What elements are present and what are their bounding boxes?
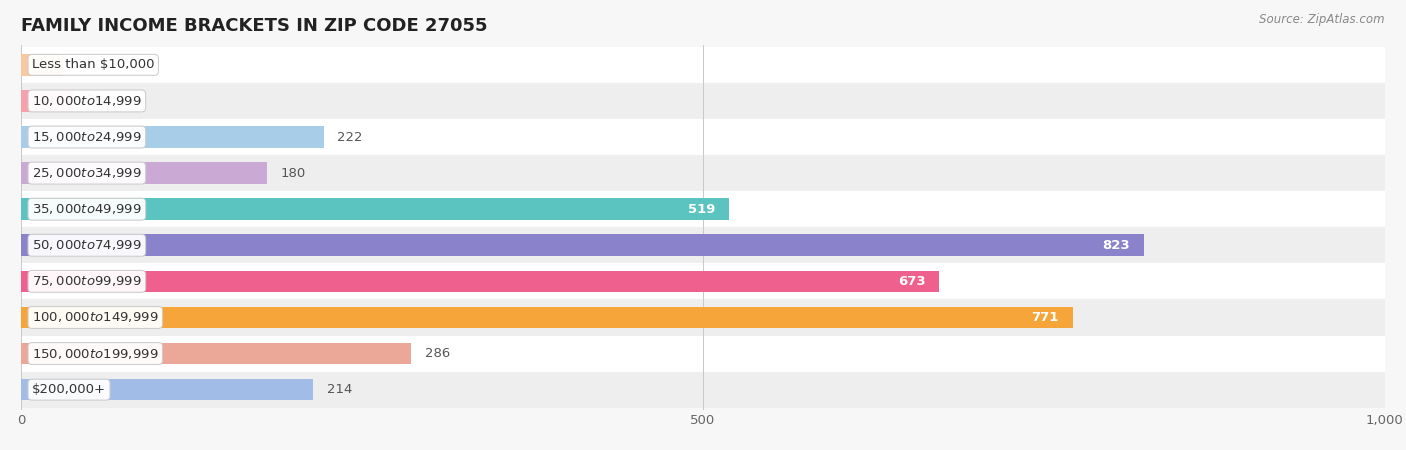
Bar <box>21 234 1143 256</box>
Text: 222: 222 <box>337 130 363 144</box>
Bar <box>21 343 411 364</box>
Bar <box>21 306 1073 328</box>
Bar <box>21 379 314 400</box>
Text: 180: 180 <box>280 166 305 180</box>
Text: $100,000 to $149,999: $100,000 to $149,999 <box>32 310 159 324</box>
Text: $10,000 to $14,999: $10,000 to $14,999 <box>32 94 142 108</box>
Bar <box>21 54 62 76</box>
Text: 823: 823 <box>1102 239 1130 252</box>
Bar <box>21 126 323 148</box>
Bar <box>21 155 1385 191</box>
Bar <box>21 191 1385 227</box>
Bar <box>21 372 1385 408</box>
Text: $75,000 to $99,999: $75,000 to $99,999 <box>32 274 142 288</box>
Text: $150,000 to $199,999: $150,000 to $199,999 <box>32 346 159 360</box>
Bar <box>21 263 1385 299</box>
Bar <box>21 119 1385 155</box>
Text: 771: 771 <box>1032 311 1059 324</box>
Text: $15,000 to $24,999: $15,000 to $24,999 <box>32 130 142 144</box>
Text: 673: 673 <box>897 275 925 288</box>
Bar <box>21 198 728 220</box>
Text: FAMILY INCOME BRACKETS IN ZIP CODE 27055: FAMILY INCOME BRACKETS IN ZIP CODE 27055 <box>21 17 488 35</box>
Text: 30: 30 <box>76 58 93 72</box>
Text: 38: 38 <box>87 94 104 108</box>
Bar <box>21 47 1385 83</box>
Bar <box>21 162 267 184</box>
Bar <box>21 299 1385 336</box>
Text: 286: 286 <box>425 347 450 360</box>
Bar <box>21 336 1385 372</box>
Bar <box>21 90 73 112</box>
Bar <box>21 83 1385 119</box>
Text: $25,000 to $34,999: $25,000 to $34,999 <box>32 166 142 180</box>
Text: 214: 214 <box>326 383 352 396</box>
Text: Less than $10,000: Less than $10,000 <box>32 58 155 72</box>
Text: $200,000+: $200,000+ <box>32 383 105 396</box>
Bar <box>21 227 1385 263</box>
Bar <box>21 270 939 292</box>
Text: $50,000 to $74,999: $50,000 to $74,999 <box>32 238 142 252</box>
Text: 519: 519 <box>688 202 716 216</box>
Text: $35,000 to $49,999: $35,000 to $49,999 <box>32 202 142 216</box>
Text: Source: ZipAtlas.com: Source: ZipAtlas.com <box>1260 14 1385 27</box>
